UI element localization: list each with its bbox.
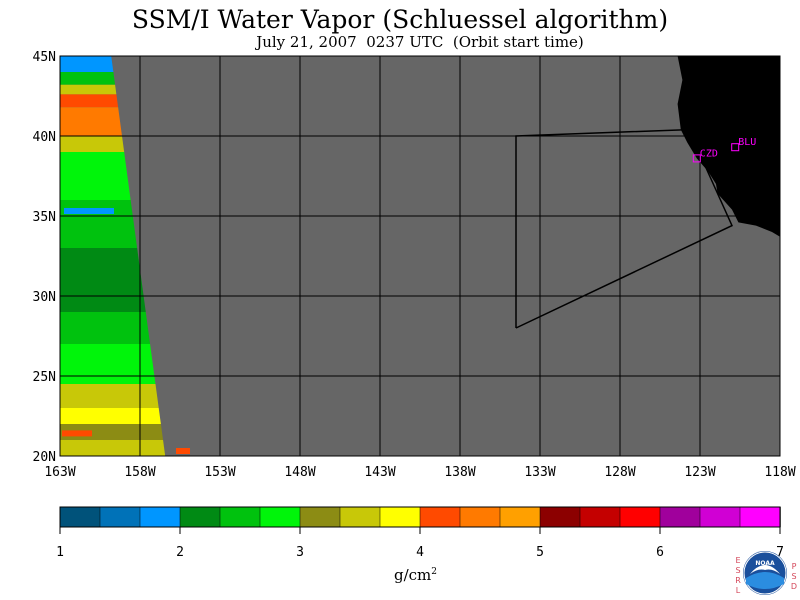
lat-label: 40N: [33, 130, 56, 145]
swath-band: [60, 408, 161, 424]
swath-patch: [176, 448, 190, 454]
swath-band: [60, 56, 114, 72]
swath-band: [60, 344, 156, 384]
swath-band: [60, 94, 119, 108]
lon-label: 123W: [684, 465, 715, 480]
lat-label: 35N: [33, 210, 56, 225]
longitude-labels: 163W 158W 153W 148W 143W 138W 133W 128W 123W 118W: [44, 465, 795, 480]
lon-label: 118W: [764, 465, 795, 480]
map-ocean-background: [60, 56, 780, 456]
units-main: g/cm: [394, 566, 432, 584]
swath-band: [60, 384, 159, 408]
lon-label: 138W: [444, 465, 475, 480]
swath-band: [60, 200, 138, 248]
latitude-labels: 45N 40N 35N 30N 25N 20N: [33, 50, 56, 465]
swath-band: [60, 152, 131, 200]
map-title: SSM/I Water Vapor (Schluessel algorithm): [131, 5, 669, 34]
swath-patch: [62, 430, 92, 437]
map-frame: [59, 55, 781, 457]
colorbar-units: g/cm2: [394, 564, 437, 583]
swath-band: [60, 136, 125, 152]
noaa-emblem: [743, 551, 787, 595]
swath-band: [60, 248, 146, 312]
lat-label: 30N: [33, 290, 56, 305]
lat-label: 25N: [33, 370, 56, 385]
station-label: BLU: [738, 137, 756, 148]
lat-lon-grid: [60, 56, 780, 456]
noaa-text: NOAA: [755, 560, 775, 567]
swath-band: [60, 440, 166, 456]
lon-label: 158W: [124, 465, 155, 480]
noaa-logo: E S R L NOAA P S D: [730, 548, 800, 600]
station-marker: [692, 154, 701, 163]
lon-label: 143W: [364, 465, 395, 480]
swath-band: [60, 84, 117, 95]
psd-letters: P S D: [790, 562, 798, 591]
esrl-letters: E S R L: [735, 556, 741, 595]
station-label: CZD: [700, 148, 718, 159]
swath-band: [60, 72, 116, 85]
lon-label: 133W: [524, 465, 555, 480]
land-mass: [677, 56, 780, 237]
swath-patch: [64, 208, 114, 214]
lon-label: 163W: [44, 465, 75, 480]
station-markers: CZD BLU: [692, 137, 756, 163]
lon-label: 128W: [604, 465, 635, 480]
swath-band: [60, 312, 151, 344]
units-exponent: 2: [431, 567, 438, 577]
domain-outline: [515, 128, 733, 329]
california-land: [677, 56, 780, 237]
lon-label: 148W: [284, 465, 315, 480]
map-subtitle: July 21, 2007 0237 UTC (Orbit start time…: [256, 33, 584, 51]
lat-label: 45N: [33, 50, 56, 65]
lon-label: 153W: [204, 465, 235, 480]
analysis-domain-outline: [515, 128, 733, 329]
lat-label: 20N: [33, 450, 56, 465]
water-vapor-swath: [60, 56, 190, 456]
swath-band: [60, 107, 122, 136]
station-marker: [731, 143, 740, 152]
